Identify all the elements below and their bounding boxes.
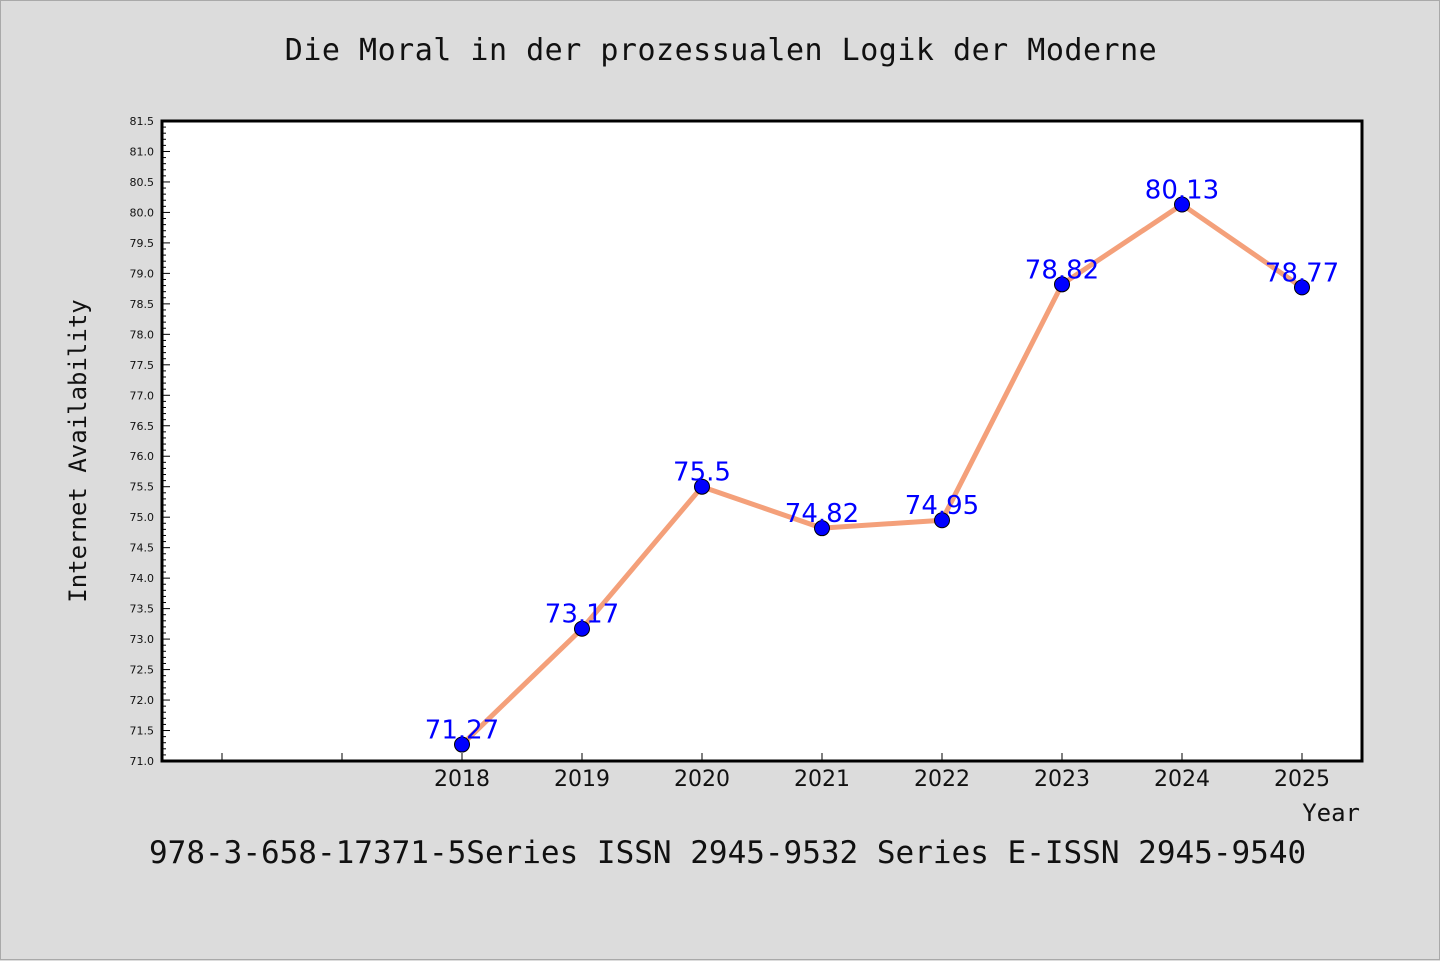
y-tick-label: 74.0 <box>130 572 155 585</box>
x-tick-label: 2025 <box>1274 767 1330 792</box>
x-tick-label: 2019 <box>554 767 610 792</box>
data-point <box>1054 276 1070 293</box>
data-point <box>574 620 590 637</box>
data-labels: 71.27 73.17 75.5 74.82 74.95 78.82 80.13 78.77 <box>425 176 1339 746</box>
y-tick-label: 80.0 <box>130 206 155 219</box>
x-tick-label: 2022 <box>914 767 970 792</box>
y-tick-label: 72.0 <box>130 694 155 707</box>
x-tick-label: 2018 <box>434 767 490 792</box>
y-tick-label: 81.5 <box>130 115 155 128</box>
data-label: 75.5 <box>673 458 731 488</box>
y-tick-label: 79.0 <box>130 267 155 280</box>
y-tick-label: 73.5 <box>130 603 155 616</box>
data-point <box>1174 196 1190 213</box>
y-tick-label: 75.0 <box>130 511 155 524</box>
x-tick-label: 2020 <box>674 767 730 792</box>
y-tick-label: 72.5 <box>130 664 155 677</box>
data-label: 80.13 <box>1145 176 1219 206</box>
series-layer <box>454 196 1310 753</box>
y-tick-label: 76.0 <box>130 450 155 463</box>
x-tick-label: 2021 <box>794 767 850 792</box>
x-axis: 2018 2019 2020 2021 2022 2023 2024 2025 <box>221 753 1330 792</box>
x-tick-label: 2024 <box>1154 767 1210 792</box>
y-tick-label: 77.0 <box>130 389 155 402</box>
y-tick-label: 75.5 <box>130 481 155 494</box>
data-label: 74.82 <box>785 499 859 529</box>
y-tick-label: 80.5 <box>130 176 155 189</box>
y-tick-label: 81.0 <box>130 145 155 158</box>
y-tick-label: 71.5 <box>130 725 155 738</box>
y-tick-label: 79.5 <box>130 237 155 250</box>
chart-title: Die Moral in der prozessualen Logik der … <box>284 33 1158 68</box>
y-tick-label: 76.5 <box>130 420 155 433</box>
data-label: 71.27 <box>425 716 499 746</box>
plot-area <box>160 119 1364 763</box>
y-tick-label: 73.0 <box>130 633 155 646</box>
data-label: 78.82 <box>1025 255 1099 285</box>
y-axis: 71.0 71.5 72.0 72.5 73.0 73.5 74.0 74.5 75.0 75.5… <box>130 115 170 768</box>
y-axis-title: Internet Availability <box>64 299 92 602</box>
isbn-issn-footer: 978-3-658-17371-5Series ISSN 2945-9532 S… <box>149 835 1307 871</box>
series-line <box>459 202 1305 748</box>
data-label: 73.17 <box>545 600 619 630</box>
data-point <box>454 736 470 753</box>
y-tick-label: 74.5 <box>130 542 155 555</box>
y-tick-label: 71.0 <box>130 755 155 768</box>
y-tick-label: 77.5 <box>130 359 155 372</box>
data-point <box>694 478 710 495</box>
data-point <box>934 512 950 529</box>
data-label: 74.95 <box>905 491 979 521</box>
data-label: 78.77 <box>1265 258 1339 288</box>
x-axis-title: Year <box>1302 799 1360 827</box>
data-point <box>814 520 830 537</box>
y-tick-label: 78.0 <box>130 328 155 341</box>
data-point <box>1294 279 1310 296</box>
x-tick-label: 2023 <box>1034 767 1090 792</box>
y-tick-label: 78.5 <box>130 298 155 311</box>
